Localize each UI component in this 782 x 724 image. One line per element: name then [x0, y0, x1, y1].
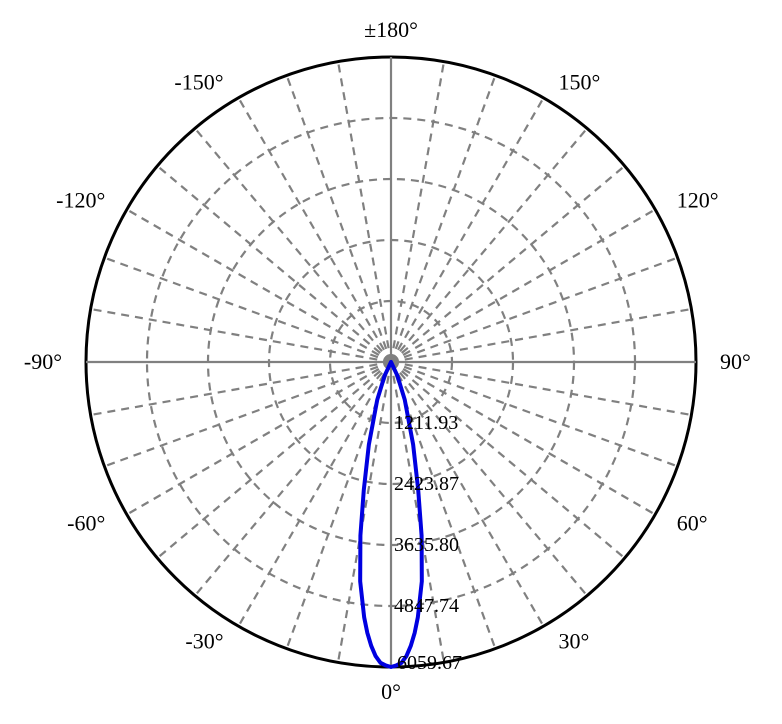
grid-spoke	[127, 210, 391, 363]
angle-label: 60°	[677, 511, 708, 536]
radial-label: 4847.74	[394, 595, 459, 617]
angle-label: 90°	[720, 349, 751, 374]
grid-spoke	[391, 362, 691, 415]
grid-spoke	[391, 98, 544, 362]
radial-label: 3635.80	[394, 534, 459, 556]
grid-spoke	[287, 75, 391, 362]
grid-spoke	[104, 362, 391, 466]
angle-label: -60°	[67, 511, 105, 536]
grid-spoke	[239, 98, 392, 362]
grid-spoke	[91, 362, 391, 415]
grid-spoke	[391, 210, 655, 363]
grid-spoke	[127, 362, 391, 515]
grid-spoke	[91, 309, 391, 362]
grid-spoke	[391, 62, 444, 362]
polar-chart: ±180° 0° 30° 60° 90° 120° 150° -30° -60° -90° -120…	[0, 0, 782, 724]
polar-chart-container: ±180° 0° 30° 60° 90° 120° 150° -30° -60° -90° -120…	[0, 0, 782, 724]
angle-label: 120°	[677, 188, 719, 213]
angle-label: -120°	[56, 188, 105, 213]
radial-label: 2423.87	[394, 473, 459, 495]
angle-label: 150°	[559, 69, 601, 94]
angle-label-top: ±180°	[364, 17, 418, 42]
radial-label: 1211.93	[394, 412, 458, 434]
radial-label: 6059.67	[397, 652, 462, 674]
angle-label: -150°	[174, 69, 223, 94]
angle-label: 30°	[559, 629, 590, 654]
grid-spoke	[391, 309, 691, 362]
grid-spoke	[239, 362, 392, 626]
angle-label-bottom: 0°	[381, 679, 401, 704]
grid-spoke	[104, 258, 391, 362]
angle-label: -30°	[185, 629, 223, 654]
grid-spoke	[338, 62, 391, 362]
angle-label: -90°	[24, 349, 62, 374]
